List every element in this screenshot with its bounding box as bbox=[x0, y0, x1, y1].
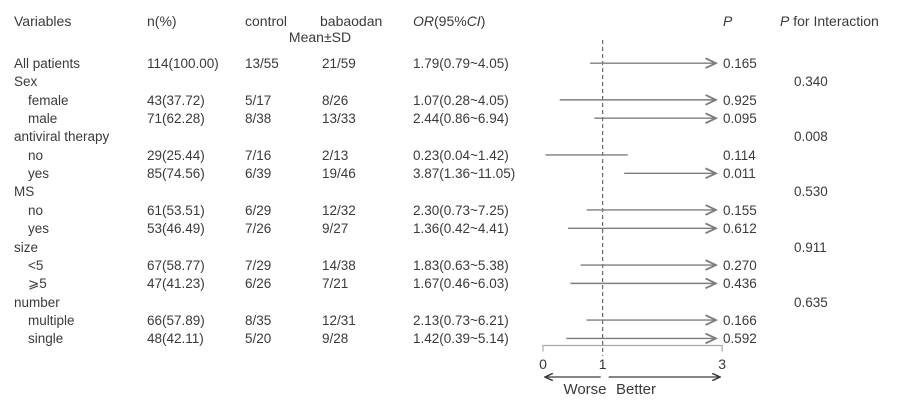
row-label-multiple: multiple bbox=[28, 312, 75, 328]
cell-n-pct: 29(25.44) bbox=[147, 147, 205, 163]
better-label: Better bbox=[615, 381, 657, 398]
x-axis-tick-1: 1 bbox=[598, 356, 607, 372]
row-label-yes: yes bbox=[28, 166, 50, 182]
cell-babaodan: 14/38 bbox=[322, 257, 356, 273]
row-label-5: ⩾5 bbox=[28, 276, 47, 292]
cell-or-ci: 0.23(0.04~1.42) bbox=[413, 147, 509, 163]
col-header-p: P bbox=[723, 13, 733, 29]
cell-p-value: 0.166 bbox=[723, 312, 757, 328]
cell-or-ci: 1.79(0.79~4.05) bbox=[413, 56, 509, 71]
cell-p-value: 0.165 bbox=[723, 56, 757, 71]
cell-babaodan: 13/33 bbox=[322, 111, 356, 127]
row-label-antiviral-therapy: antiviral therapy bbox=[14, 129, 110, 145]
cell-control: 5/17 bbox=[245, 92, 272, 108]
row-label-sex: Sex bbox=[14, 74, 38, 90]
row-label-yes: yes bbox=[28, 221, 50, 237]
x-axis-tick-3: 3 bbox=[718, 356, 726, 372]
cell-p-interaction: 0.635 bbox=[794, 294, 828, 310]
col-header-control: control bbox=[245, 13, 288, 29]
cell-control: 6/26 bbox=[245, 276, 272, 292]
cell-p-interaction: 0.008 bbox=[794, 129, 828, 145]
cell-p-value: 0.592 bbox=[723, 331, 757, 347]
cell-n-pct: 48(42.11) bbox=[147, 331, 204, 347]
cell-or-ci: 2.13(0.73~6.21) bbox=[413, 312, 509, 328]
cell-p-value: 0.155 bbox=[723, 202, 757, 218]
cell-babaodan: 9/28 bbox=[322, 331, 349, 347]
row-label-female: female bbox=[28, 92, 69, 108]
cell-babaodan: 8/26 bbox=[322, 92, 349, 108]
row-label-no: no bbox=[28, 147, 44, 163]
cell-or-ci: 2.30(0.73~7.25) bbox=[413, 202, 509, 218]
or-label: OR bbox=[413, 13, 434, 29]
cell-babaodan: 12/31 bbox=[322, 312, 356, 328]
cell-babaodan: 7/21 bbox=[322, 276, 349, 292]
col-header-babaodan: babaodan bbox=[320, 13, 383, 29]
cell-n-pct: 47(41.23) bbox=[147, 276, 205, 292]
cell-babaodan: 2/13 bbox=[322, 147, 349, 163]
cell-control: 7/16 bbox=[245, 147, 272, 163]
cell-p-value: 0.925 bbox=[723, 92, 757, 108]
x-axis bbox=[542, 344, 723, 352]
cell-n-pct: 61(53.51) bbox=[147, 202, 205, 218]
cell-or-ci: 1.83(0.63~5.38) bbox=[413, 257, 509, 273]
cell-p-interaction: 0.530 bbox=[794, 184, 828, 200]
cell-control: 6/39 bbox=[245, 166, 272, 182]
cell-babaodan: 19/46 bbox=[322, 166, 356, 182]
cell-control: 7/26 bbox=[245, 221, 272, 237]
cell-control: 13/55 bbox=[245, 56, 279, 71]
ci-label: CI bbox=[466, 13, 481, 29]
cell-p-value: 0.095 bbox=[723, 111, 757, 127]
cell-n-pct: 67(58.77) bbox=[147, 257, 205, 273]
cell-babaodan: 12/32 bbox=[322, 202, 356, 218]
row-label-single: single bbox=[28, 331, 64, 347]
row-label-no: no bbox=[28, 202, 44, 218]
cell-n-pct: 71(62.28) bbox=[147, 111, 205, 127]
cell-p-value: 0.436 bbox=[723, 276, 757, 292]
row-label-5: <5 bbox=[28, 257, 44, 273]
row-label-all-patients: All patients bbox=[14, 56, 81, 71]
cell-p-value: 0.011 bbox=[723, 166, 756, 182]
cell-p-interaction: 0.340 bbox=[794, 74, 828, 90]
cell-or-ci: 1.07(0.28~4.05) bbox=[413, 92, 509, 108]
row-label-size: size bbox=[14, 239, 39, 255]
cell-n-pct: 53(46.49) bbox=[147, 221, 205, 237]
col-header-mean-sd: Mean±SD bbox=[288, 29, 352, 45]
cell-n-pct: 43(37.72) bbox=[147, 92, 205, 108]
row-label-number: number bbox=[14, 294, 60, 310]
cell-control: 6/29 bbox=[245, 202, 272, 218]
cell-babaodan: 21/59 bbox=[322, 56, 356, 71]
worse-label: Worse bbox=[563, 381, 607, 398]
row-label-ms: MS bbox=[14, 184, 35, 200]
cell-control: 8/38 bbox=[245, 111, 272, 127]
cell-n-pct: 85(74.56) bbox=[147, 166, 205, 182]
cell-or-ci: 3.87(1.36~11.05) bbox=[413, 166, 516, 182]
cell-or-ci: 1.67(0.46~6.03) bbox=[413, 276, 509, 292]
cell-or-ci: 2.44(0.86~6.94) bbox=[413, 111, 509, 127]
x-axis-tick-0: 0 bbox=[539, 356, 547, 372]
cell-or-ci: 1.36(0.42~4.41) bbox=[413, 221, 509, 237]
cell-p-interaction: 0.911 bbox=[794, 239, 827, 255]
col-header-or-ci: OR(95%CI) bbox=[413, 13, 486, 29]
cell-or-ci: 1.42(0.39~5.14) bbox=[413, 331, 509, 347]
cell-control: 7/29 bbox=[245, 257, 272, 273]
cell-p-value: 0.270 bbox=[723, 257, 757, 273]
cell-n-pct: 114(100.00) bbox=[147, 56, 219, 71]
row-label-male: male bbox=[28, 111, 58, 127]
cell-p-value: 0.114 bbox=[723, 147, 756, 163]
cell-control: 8/35 bbox=[245, 312, 272, 328]
cell-n-pct: 66(57.89) bbox=[147, 312, 205, 328]
col-header-n-pct: n(%) bbox=[147, 13, 177, 29]
col-header-variables: Variables bbox=[14, 13, 72, 29]
col-header-p-interaction: P for Interaction bbox=[780, 13, 879, 29]
cell-control: 5/20 bbox=[245, 331, 272, 347]
cell-babaodan: 9/27 bbox=[322, 221, 349, 237]
cell-p-value: 0.612 bbox=[723, 221, 757, 237]
